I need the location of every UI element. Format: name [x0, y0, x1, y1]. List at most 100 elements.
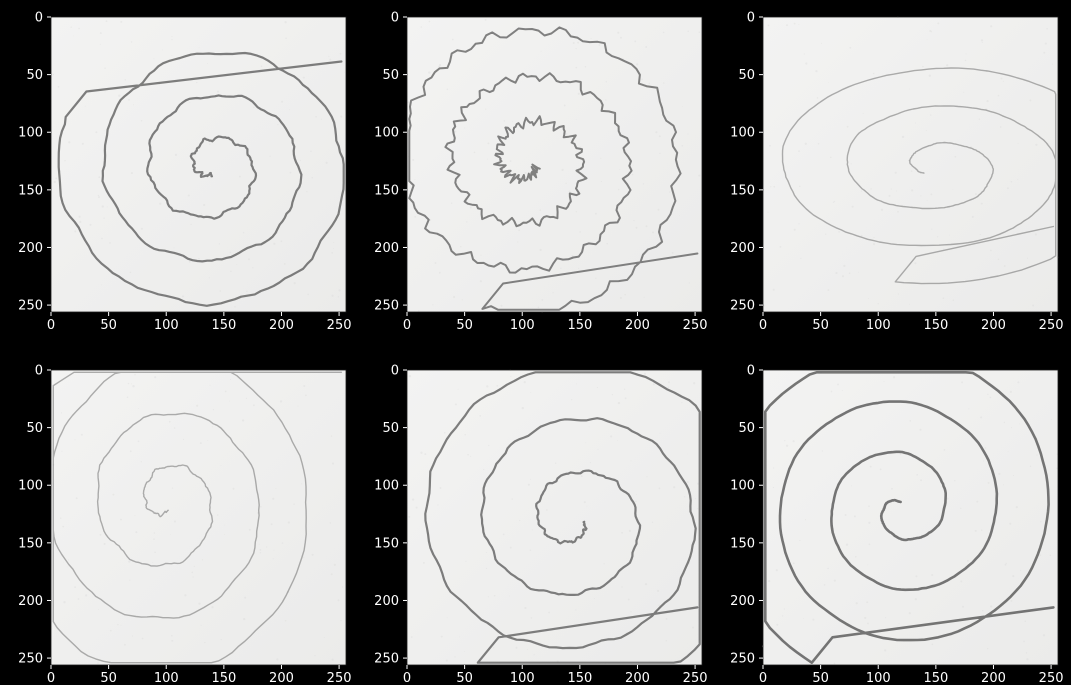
y-tick-label: 0	[35, 364, 43, 379]
y-tick-label: 50	[26, 68, 43, 83]
y-tick-label: 100	[18, 479, 43, 494]
paper-texture	[407, 18, 701, 313]
x-tick-label: 0	[403, 671, 411, 685]
y-tick-label: 50	[382, 68, 399, 83]
y-tick-label: 250	[730, 652, 755, 667]
paper-texture	[761, 371, 1058, 665]
spiral-stroke	[408, 26, 699, 311]
x-tick-label: 200	[269, 318, 294, 333]
x-tick-label: 250	[683, 318, 708, 333]
x-tick-label: 200	[625, 318, 650, 333]
y-tick-label: 250	[374, 299, 399, 314]
x-tick-label: 150	[923, 671, 948, 685]
x-tick-label: 100	[510, 318, 535, 333]
y-tick-label: 100	[374, 126, 399, 141]
x-tick-label: 100	[154, 318, 179, 333]
x-tick-label: 0	[403, 318, 411, 333]
x-tick-label: 100	[866, 318, 891, 333]
y-tick-label: 150	[730, 536, 755, 551]
axes-frame	[406, 16, 703, 313]
x-tick-label: 0	[47, 671, 55, 685]
paper-image	[51, 370, 346, 665]
spiral-stroke	[781, 67, 1057, 285]
x-tick-label: 200	[981, 318, 1006, 333]
y-tick-label: 0	[35, 11, 43, 26]
paper-image	[407, 370, 702, 665]
spiral-panel-1: 0 50 100 150 200 250 0 50 100 150 200 250	[18, 11, 351, 334]
x-tick-label: 200	[981, 671, 1006, 685]
paper-image	[763, 370, 1058, 665]
paper-texture	[52, 373, 344, 664]
y-tick-label: 250	[374, 652, 399, 667]
x-tick-label: 50	[456, 671, 473, 685]
spiral-panel-2: 0 50 100 150 200 250 0 50 100 150 200 250	[374, 11, 707, 334]
paper-texture	[52, 20, 345, 308]
spiral-panel-6: 0 50 100 150 200 250 0 50 100 150 200 250	[730, 364, 1063, 685]
y-tick-label: 250	[730, 299, 755, 314]
axes-frame	[50, 16, 347, 313]
spiral-panel-3: 0 50 100 150 200 250 0 50 100 150 200 250	[730, 11, 1063, 334]
y-tick-label: 50	[738, 421, 755, 436]
y-tick-label: 150	[374, 536, 399, 551]
y-tick-label: 200	[374, 594, 399, 609]
x-tick-label: 150	[923, 318, 948, 333]
y-tick-label: 0	[747, 11, 755, 26]
y-tick-label: 0	[747, 364, 755, 379]
y-tick-label: 200	[18, 594, 43, 609]
y-tick-label: 50	[26, 421, 43, 436]
x-tick-label: 100	[510, 671, 535, 685]
x-tick-label: 200	[625, 671, 650, 685]
paper-image	[51, 17, 346, 312]
y-tick-label: 150	[730, 183, 755, 198]
x-tick-label: 250	[1039, 318, 1064, 333]
x-tick-label: 250	[327, 671, 352, 685]
y-tick-label: 200	[18, 241, 43, 256]
x-tick-label: 250	[683, 671, 708, 685]
x-tick-label: 150	[567, 318, 592, 333]
x-tick-label: 50	[100, 318, 117, 333]
y-tick-label: 150	[18, 536, 43, 551]
spiral-stroke	[424, 371, 701, 664]
spiral-stroke	[52, 371, 343, 664]
y-tick-label: 200	[730, 241, 755, 256]
x-tick-label: 50	[100, 671, 117, 685]
paper-texture	[763, 16, 1059, 307]
y-tick-label: 50	[738, 68, 755, 83]
y-tick-label: 150	[18, 183, 43, 198]
axes-frame	[762, 16, 1059, 313]
x-tick-label: 150	[211, 318, 236, 333]
y-tick-label: 250	[18, 299, 43, 314]
y-tick-label: 200	[730, 594, 755, 609]
x-tick-label: 0	[759, 318, 767, 333]
y-tick-label: 0	[391, 11, 399, 26]
spiral-stroke	[57, 51, 345, 307]
y-tick-label: 50	[382, 421, 399, 436]
x-tick-label: 250	[1039, 671, 1064, 685]
x-tick-label: 150	[211, 671, 236, 685]
x-tick-label: 100	[866, 671, 891, 685]
paper-image	[763, 17, 1058, 312]
x-tick-label: 200	[269, 671, 294, 685]
y-tick-label: 200	[374, 241, 399, 256]
x-tick-label: 50	[456, 318, 473, 333]
x-tick-label: 0	[759, 671, 767, 685]
x-tick-label: 250	[327, 318, 352, 333]
y-tick-label: 100	[730, 126, 755, 141]
x-tick-label: 150	[567, 671, 592, 685]
y-tick-label: 250	[18, 652, 43, 667]
x-tick-label: 50	[812, 318, 829, 333]
y-tick-label: 150	[374, 183, 399, 198]
y-tick-label: 100	[730, 479, 755, 494]
axes-frame	[406, 369, 703, 666]
x-tick-label: 0	[47, 318, 55, 333]
spiral-stroke	[764, 371, 1055, 664]
spiral-panel-5: 0 50 100 150 200 250 0 50 100 150 200 250	[374, 364, 707, 685]
axes-frame	[50, 369, 347, 666]
x-tick-label: 50	[812, 671, 829, 685]
y-tick-label: 100	[18, 126, 43, 141]
y-tick-label: 100	[374, 479, 399, 494]
spiral-panel-4: 0 50 100 150 200 250 0 50 100 150 200 250	[18, 364, 351, 685]
y-tick-label: 0	[391, 364, 399, 379]
x-tick-label: 100	[154, 671, 179, 685]
